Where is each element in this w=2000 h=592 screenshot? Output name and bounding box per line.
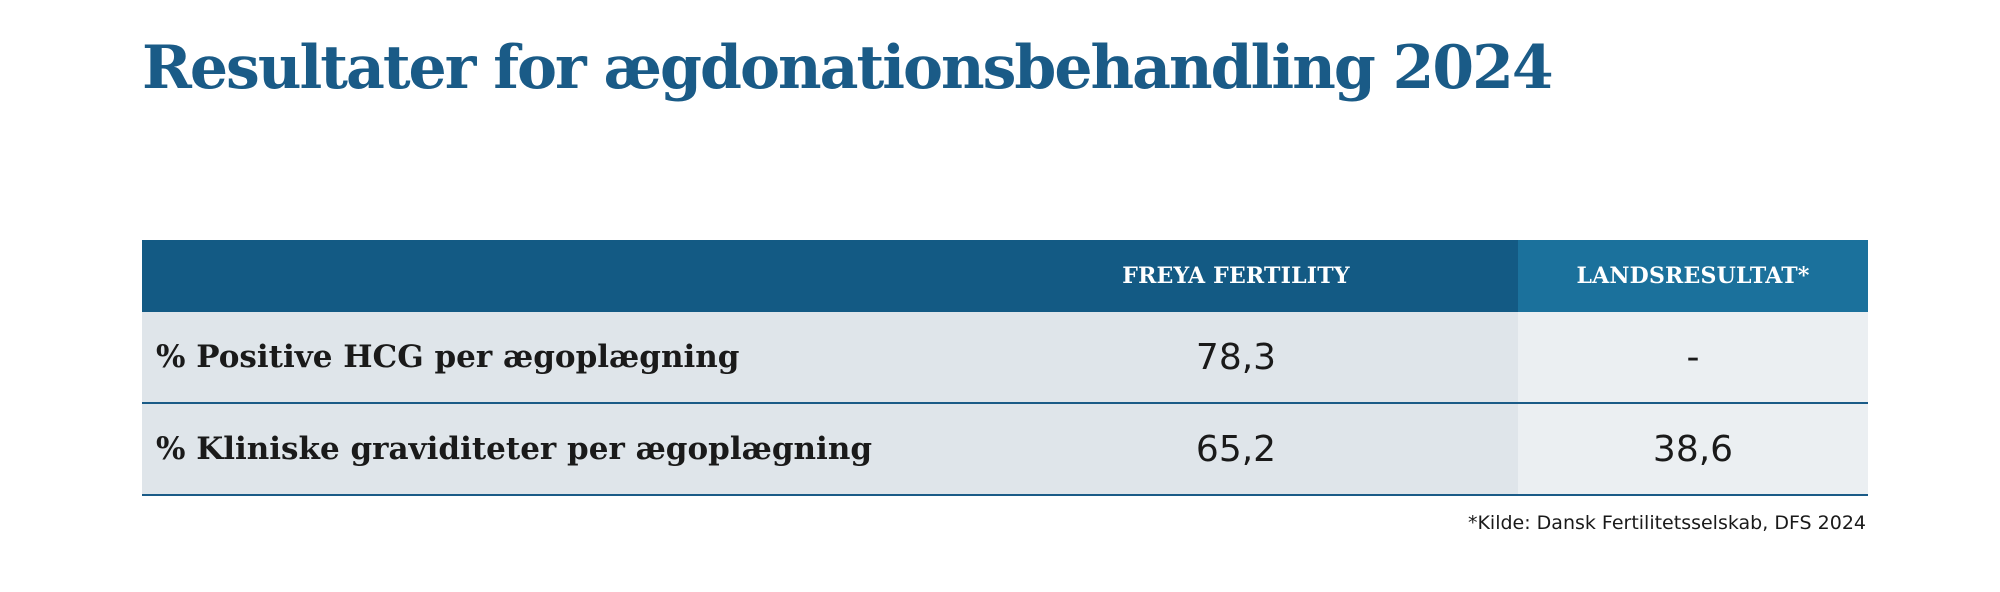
- results-table: FREYA FERTILITY LANDSRESULTAT* % Positiv…: [142, 240, 1868, 496]
- national-value: 38,6: [1518, 403, 1868, 496]
- page-title: Resultater for ægdonationsbehandling 202…: [142, 33, 1554, 103]
- table-header: FREYA FERTILITY LANDSRESULTAT*: [142, 240, 1868, 312]
- table-header-row: FREYA FERTILITY LANDSRESULTAT*: [142, 240, 1868, 312]
- header-freya-fertility: FREYA FERTILITY: [954, 240, 1518, 312]
- header-landsresultat: LANDSRESULTAT*: [1518, 240, 1868, 312]
- row-label: % Positive HCG per ægoplægning: [142, 312, 954, 404]
- freya-value: 65,2: [954, 403, 1518, 496]
- row-label: % Kliniske graviditeter per ægoplægning: [142, 403, 954, 496]
- national-value: -: [1518, 312, 1868, 404]
- table-row: % Positive HCG per ægoplægning 78,3 -: [142, 312, 1868, 404]
- freya-value: 78,3: [954, 312, 1518, 404]
- source-footnote: *Kilde: Dansk Fertilitetsselskab, DFS 20…: [1467, 512, 1866, 534]
- table-row: % Kliniske graviditeter per ægoplægning …: [142, 403, 1868, 496]
- table-body: % Positive HCG per ægoplægning 78,3 - % …: [142, 312, 1868, 496]
- header-blank-cell: [142, 240, 954, 312]
